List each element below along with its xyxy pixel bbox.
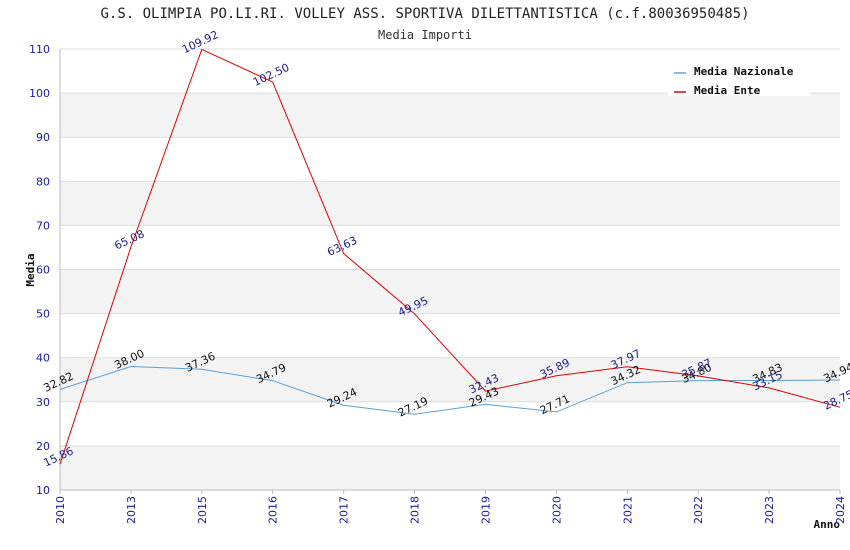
y-tick-label: 110 <box>29 43 50 56</box>
x-tick-label: 2023 <box>763 496 776 524</box>
series-lines <box>59 48 841 465</box>
background-band <box>60 93 840 138</box>
background-band <box>60 225 840 270</box>
x-tick-label: 2019 <box>479 496 492 524</box>
y-tick-label: 60 <box>36 264 50 277</box>
background-band <box>60 181 840 226</box>
legend-box <box>668 60 810 96</box>
background-band <box>60 401 840 446</box>
legend: Media Nazionale Media Ente <box>668 60 810 97</box>
x-tick-label: 2021 <box>621 496 634 524</box>
x-tick-label: 2022 <box>692 496 705 524</box>
background-band <box>60 357 840 402</box>
y-tick-label: 20 <box>36 440 50 453</box>
x-tick-label: 2018 <box>409 496 422 524</box>
y-tick-label: 100 <box>29 87 50 100</box>
y-tick-label: 90 <box>36 131 50 144</box>
legend-label-media-ente: Media Ente <box>694 84 761 97</box>
background-band <box>60 313 840 358</box>
series-line-media-nazionale <box>59 365 841 415</box>
x-tick-label: 2024 <box>834 496 847 524</box>
y-axis-label: Media <box>24 253 37 286</box>
y-tick-label: 10 <box>36 484 50 497</box>
background-band <box>60 269 840 314</box>
y-tick-label: 80 <box>36 175 50 188</box>
y-tick-label: 30 <box>36 396 50 409</box>
x-tick-labels: 2010 2013 2015 2016 2017 2018 2019 2020 2021 2022… <box>54 496 847 524</box>
x-tick-label: 2017 <box>338 496 351 524</box>
series-line-media-ente <box>59 48 841 465</box>
y-tick-labels: 10 20 30 40 50 60 70 80 90 100 110 <box>29 43 50 497</box>
background-band <box>60 445 840 490</box>
y-tick-label: 70 <box>36 219 50 232</box>
x-axis-label: Anno <box>814 518 841 531</box>
chart-subtitle: Media Importi <box>378 28 472 42</box>
y-tick-label: 40 <box>36 352 50 365</box>
x-tick-label: 2020 <box>550 496 563 524</box>
plot-background-bands <box>60 49 840 490</box>
x-tick-label: 2015 <box>196 496 209 524</box>
x-tick-label: 2013 <box>125 496 138 524</box>
y-tick-label: 50 <box>36 308 50 321</box>
x-tick-label: 2010 <box>54 496 67 524</box>
chart-title: G.S. OLIMPIA PO.LI.RI. VOLLEY ASS. SPORT… <box>100 6 749 22</box>
background-band <box>60 137 840 182</box>
legend-label-media-nazionale: Media Nazionale <box>694 65 794 78</box>
x-tick-label: 2016 <box>267 496 280 524</box>
